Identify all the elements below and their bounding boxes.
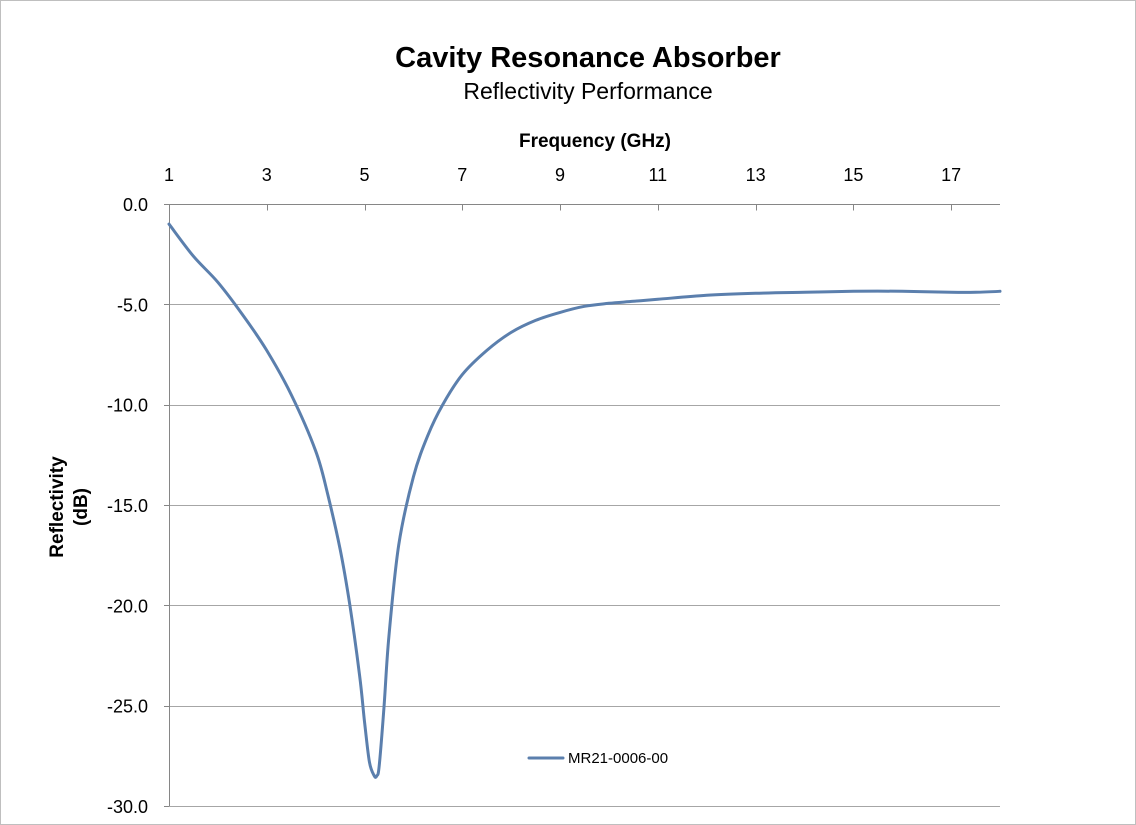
- x-tick-label: 15: [843, 165, 863, 185]
- y-axis-title-line-1: Reflectivity: [47, 456, 68, 558]
- y-tick-label: -15.0: [107, 496, 148, 516]
- x-tick-label: 3: [262, 165, 272, 185]
- y-tick-label: -25.0: [107, 697, 148, 717]
- x-tick-label: 5: [360, 165, 370, 185]
- y-tick-label: -30.0: [107, 797, 148, 817]
- series-layer: [167, 222, 1002, 779]
- y-tick-label: -20.0: [107, 596, 148, 616]
- y-axis-title-line-2: (dB): [71, 488, 92, 526]
- x-axis-title: Frequency (GHz): [519, 131, 671, 152]
- x-tick-label: 9: [555, 165, 565, 185]
- tick-labels: 0.0-5.0-10.0-15.0-20.0-25.0-30.01 3 5 7 9 11 1…: [107, 165, 961, 817]
- legend-label: MR21-0006-00: [568, 750, 668, 767]
- x-tick-label: 11: [648, 165, 667, 185]
- y-tick-label: 0.0: [123, 195, 148, 215]
- x-tick-label: 13: [746, 165, 766, 185]
- y-tick-label: -10.0: [107, 396, 148, 416]
- y-axis-title: Reflectivity (dB): [47, 456, 92, 558]
- y-tick-label: -5.0: [117, 295, 148, 315]
- gridlines: [169, 304, 1000, 807]
- chart-subtitle: Reflectivity Performance: [463, 78, 712, 104]
- chart-title: Cavity Resonance Absorber: [395, 42, 781, 74]
- series-line-mr21-0006-00: [167, 222, 1002, 779]
- axes: [164, 204, 1000, 807]
- x-tick-label: 7: [457, 165, 467, 185]
- legend: MR21-0006-00: [527, 750, 668, 767]
- x-tick-label: 17: [941, 165, 961, 185]
- x-tick-label: 1: [164, 165, 174, 185]
